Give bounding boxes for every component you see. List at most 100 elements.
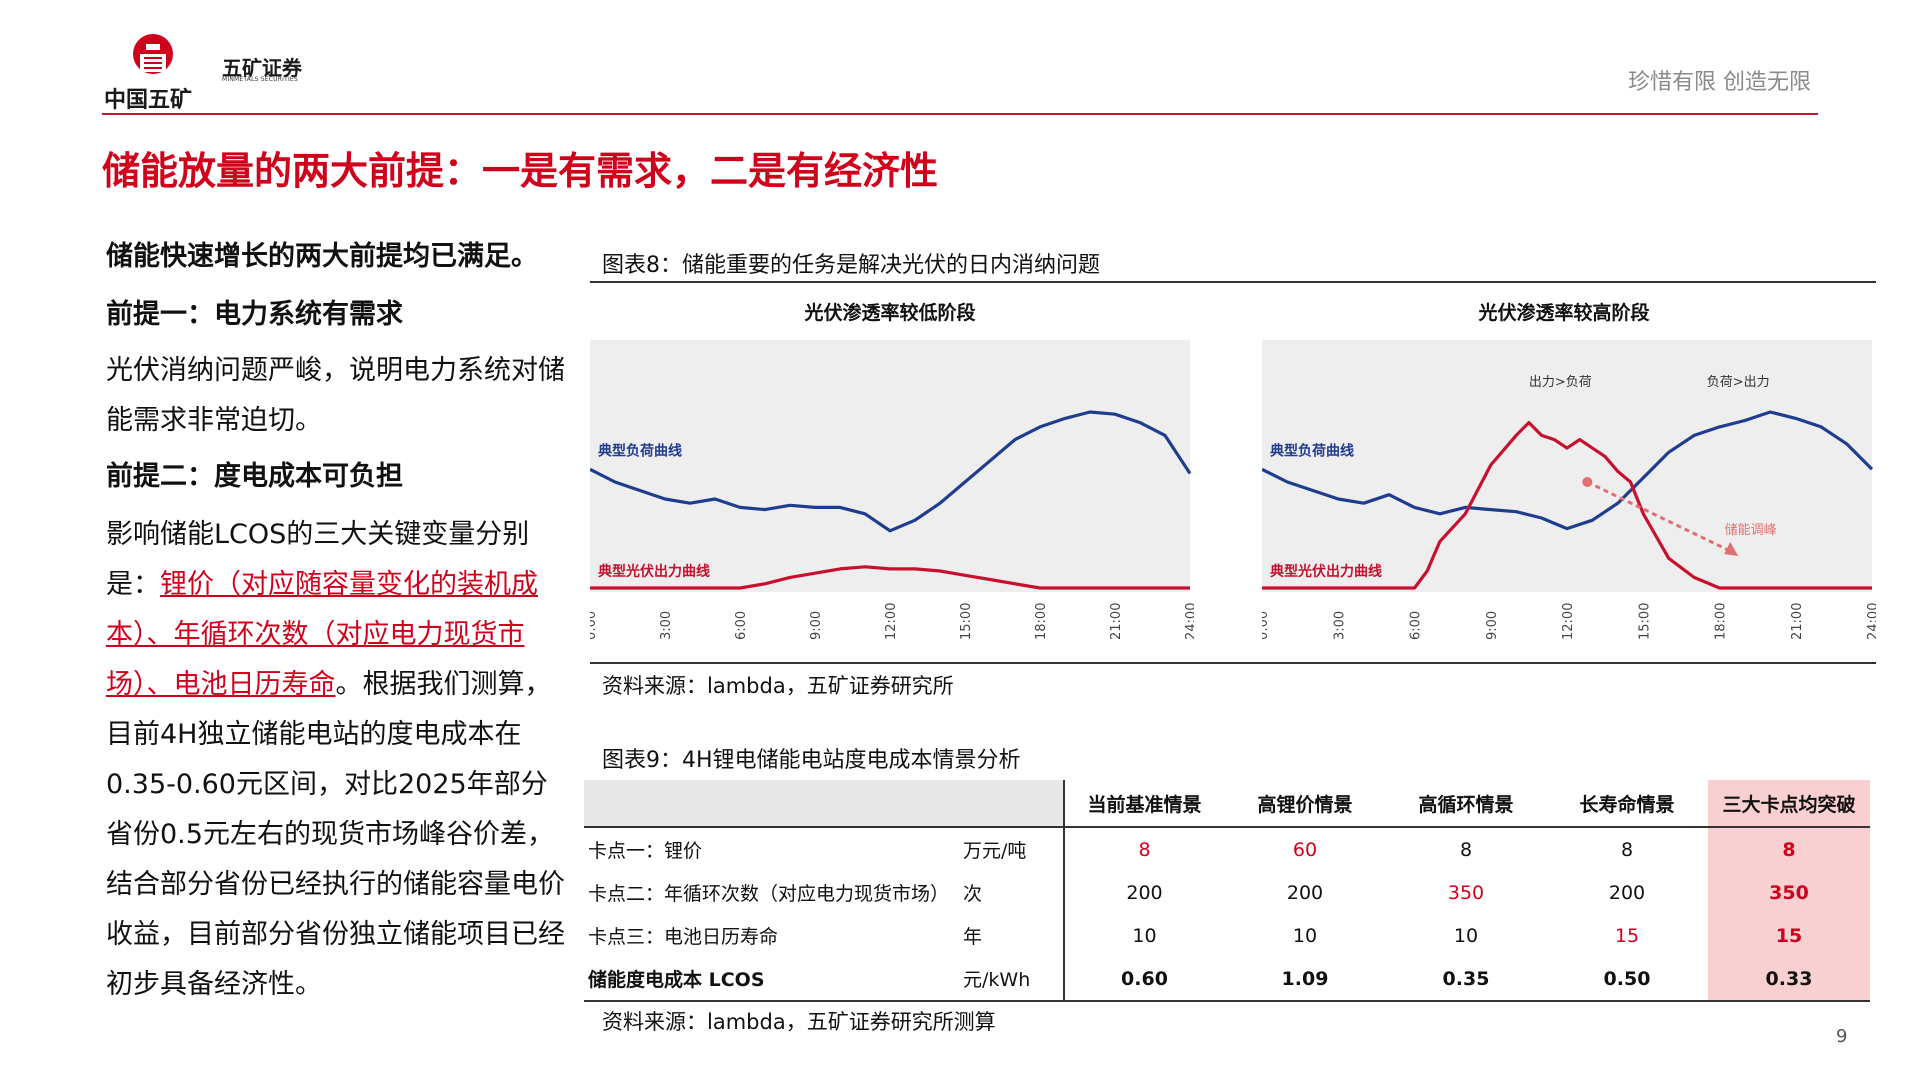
table-cell: 15	[1614, 924, 1640, 947]
x-tick-label: 0:00	[1262, 611, 1271, 640]
table-header: 高锂价情景	[1224, 780, 1386, 828]
table-cell: 200	[1608, 881, 1646, 904]
table-cell: 350	[1447, 881, 1485, 904]
storage-arrow-head	[1724, 542, 1739, 556]
annotation-output-over-load: 出力>负荷	[1529, 375, 1592, 390]
table-corner	[584, 780, 962, 828]
premise-two-text-a: 影响储能LCOS的三大关键变量分别是：	[106, 519, 530, 600]
annotation-load-over-output: 负荷>出力	[1707, 375, 1770, 390]
pv-curve-label: 典型光伏出力曲线	[1270, 563, 1382, 580]
figure8-title: 图表8：储能重要的任务是解决光伏的日内消纳问题	[602, 253, 1100, 278]
figure8-top-rule	[590, 281, 1876, 283]
table-cell: 10	[1063, 914, 1224, 957]
x-tick-label: 9:00	[809, 611, 824, 640]
table-header: 三大卡点均突破	[1708, 780, 1870, 828]
table-cell: 200	[1286, 881, 1324, 904]
table-row: 卡点一：锂价 万元/吨 8 60 8 8 8	[584, 827, 1870, 871]
x-tick-label: 18:00	[1034, 603, 1049, 640]
x-tick-label: 15:00	[959, 603, 974, 640]
header-divider	[102, 113, 1818, 115]
table-header: 高循环情景	[1386, 780, 1546, 828]
chart-plot-area	[1262, 340, 1872, 592]
figure9-source: 资料来源：lambda，五矿证券研究所测算	[602, 1010, 996, 1034]
figure9-title: 图表9：4H锂电储能电站度电成本情景分析	[602, 748, 1021, 773]
table-cell: 0.33	[1708, 957, 1870, 1002]
pv-output-curve-line	[590, 565, 1190, 590]
figure8-bottom-rule	[590, 662, 1876, 664]
x-tick-label: 6:00	[1409, 611, 1424, 640]
x-tick-label: 0:00	[590, 611, 599, 640]
load-curve-line	[1262, 410, 1874, 531]
page-title: 储能放量的两大前提：一是有需求，二是有经济性	[102, 149, 939, 193]
row-unit: 元/kWh	[962, 957, 1064, 1002]
x-tick-label: 24:00	[1866, 603, 1876, 640]
row-label: 卡点二：年循环次数（对应电力现货市场）	[588, 883, 950, 905]
table-cell: 1.09	[1224, 957, 1386, 1002]
slogan: 珍惜有限 创造无限	[1628, 70, 1811, 95]
table-row: 卡点二：年循环次数（对应电力现货市场） 次 200 200 350 200 35…	[584, 871, 1870, 914]
pv-output-curve-line	[1262, 420, 1872, 590]
chart1-title: 光伏渗透率较低阶段	[804, 302, 976, 324]
minmetals-emblem-icon	[133, 34, 173, 74]
pv-curve-label: 典型光伏出力曲线	[598, 563, 710, 580]
table-cell: 0.60	[1063, 957, 1224, 1002]
premise-two-heading: 前提二：度电成本可负担	[106, 461, 403, 492]
table-cell: 350	[1708, 871, 1870, 914]
load-curve-label: 典型负荷曲线	[598, 442, 682, 459]
lcos-scenario-table: 当前基准情景 高锂价情景 高循环情景 长寿命情景 三大卡点均突破 卡点一：锂价 …	[584, 780, 1870, 1002]
x-tick-label: 15:00	[1637, 603, 1652, 640]
table-cell: 8	[1620, 838, 1634, 861]
load-curve-label: 典型负荷曲线	[1270, 442, 1354, 459]
summary-text: 储能快速增长的两大前提均已满足。	[106, 241, 538, 272]
row-label: 储能度电成本 LCOS	[584, 957, 962, 1002]
group-name: 中国五矿	[104, 88, 193, 113]
row-label: 卡点三：电池日历寿命	[588, 926, 779, 948]
x-tick-label: 21:00	[1109, 603, 1124, 640]
row-label: 卡点一：锂价	[588, 840, 703, 862]
key-variables-text: 锂价（对应随容量变化的装机成本）、年循环次数（对应电力现货市场）、电池日历寿命	[106, 569, 538, 700]
table-header-row: 当前基准情景 高锂价情景 高循环情景 长寿命情景 三大卡点均突破	[584, 780, 1870, 828]
x-tick-label: 3:00	[1332, 611, 1347, 640]
table-cell: 0.35	[1386, 957, 1546, 1002]
table-cell: 10	[1453, 924, 1479, 947]
chart2-title: 光伏渗透率较高阶段	[1478, 302, 1650, 324]
premise-two-text: 影响储能LCOS的三大关键变量分别是：锂价（对应随容量变化的装机成本）、年循环次…	[106, 510, 566, 1010]
x-tick-label: 3:00	[659, 611, 674, 640]
row-unit: 年	[963, 926, 983, 948]
x-tick-label: 12:00	[1561, 603, 1576, 640]
chart-plot-area	[590, 340, 1190, 592]
table-row: 储能度电成本 LCOS 元/kWh 0.60 1.09 0.35 0.50 0.…	[584, 957, 1870, 1002]
table-header: 当前基准情景	[1063, 780, 1224, 828]
table-cell: 60	[1292, 838, 1318, 861]
page-number: 9	[1836, 1026, 1848, 1047]
premise-one-heading: 前提一：电力系统有需求	[106, 299, 403, 330]
company-logo	[126, 30, 180, 80]
company-name-en: MINMETALS SECURITIES	[222, 76, 298, 83]
annotation-storage-peak-shaving: 储能调峰	[1725, 523, 1777, 538]
table-row: 卡点三：电池日历寿命 年 10 10 10 15 15	[584, 914, 1870, 957]
table-cell: 8	[1708, 827, 1870, 871]
x-tick-label: 9:00	[1485, 611, 1500, 640]
company-name: 五矿证券	[222, 56, 302, 80]
table-corner-unit	[962, 780, 1064, 828]
table-cell: 10	[1292, 924, 1318, 947]
x-tick-label: 18:00	[1714, 603, 1729, 640]
x-tick-label: 6:00	[734, 611, 749, 640]
table-cell: 8	[1063, 827, 1224, 871]
table-cell: 200	[1063, 871, 1224, 914]
table-cell: 0.50	[1546, 957, 1708, 1002]
table-header: 长寿命情景	[1546, 780, 1708, 828]
figure8-source: 资料来源：lambda，五矿证券研究所	[602, 674, 954, 698]
x-tick-label: 24:00	[1184, 603, 1194, 640]
row-unit: 万元/吨	[963, 840, 1027, 862]
row-unit: 次	[963, 883, 983, 905]
table-cell: 8	[1459, 838, 1473, 861]
premise-one-text: 光伏消纳问题严峻，说明电力系统对储能需求非常迫切。	[106, 355, 565, 436]
premise-two-text-b: 。根据我们测算，目前4H独立储能电站的度电成本在0.35-0.60元区间，对比2…	[106, 669, 565, 1000]
table-cell: 15	[1708, 914, 1870, 957]
load-curve-line	[590, 410, 1192, 533]
x-tick-label: 12:00	[884, 603, 899, 640]
x-tick-label: 21:00	[1790, 603, 1805, 640]
